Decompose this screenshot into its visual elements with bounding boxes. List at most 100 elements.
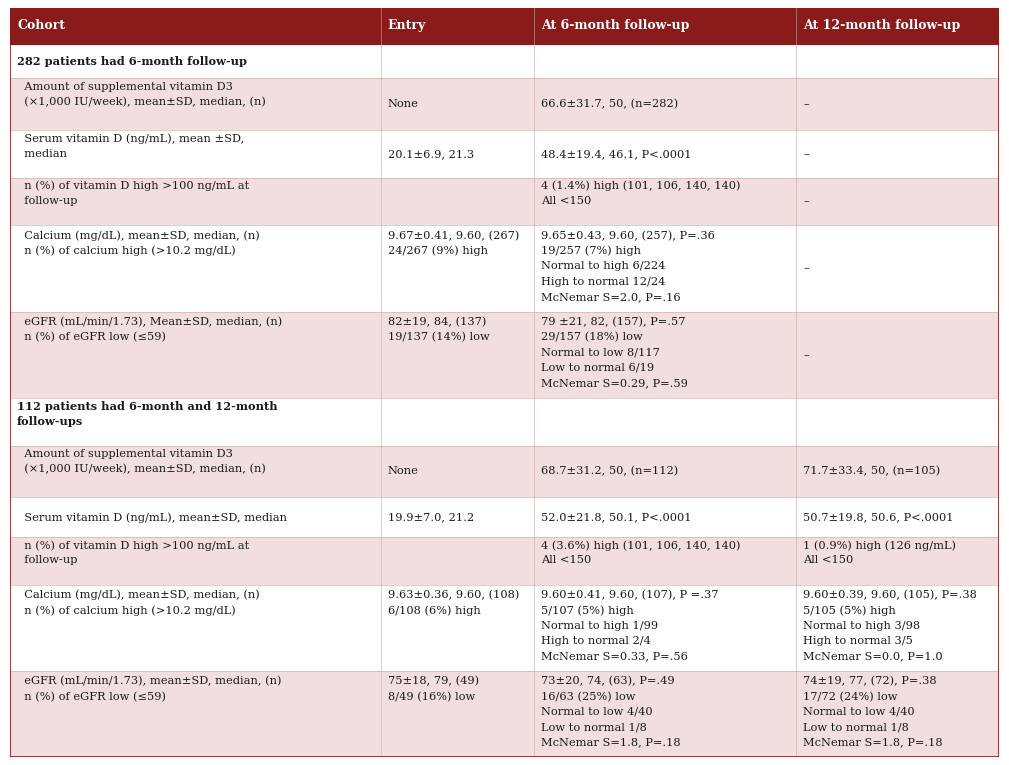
Text: follow-up: follow-up: [17, 196, 78, 206]
Text: None: None: [387, 99, 419, 109]
Text: Low to normal 6/19: Low to normal 6/19: [541, 363, 654, 373]
Bar: [10, 671, 999, 757]
Text: 50.7±19.8, 50.6, P<.0001: 50.7±19.8, 50.6, P<.0001: [803, 513, 954, 522]
Text: 75±18, 79, (49): 75±18, 79, (49): [387, 676, 479, 686]
Text: eGFR (mL/min/1.73), mean±SD, median, (n): eGFR (mL/min/1.73), mean±SD, median, (n): [17, 676, 282, 686]
Bar: [10, 130, 999, 177]
Text: Serum vitamin D (ng/mL), mean±SD, median: Serum vitamin D (ng/mL), mean±SD, median: [17, 512, 287, 522]
Text: follow-up: follow-up: [17, 555, 78, 565]
Text: 29/157 (18%) low: 29/157 (18%) low: [541, 332, 643, 343]
Text: All <150: All <150: [803, 555, 854, 565]
Bar: [10, 177, 999, 226]
Text: 17/72 (24%) low: 17/72 (24%) low: [803, 692, 898, 702]
Text: Normal to high 3/98: Normal to high 3/98: [803, 620, 920, 630]
Text: –: –: [803, 99, 809, 109]
Text: Normal to low 4/40: Normal to low 4/40: [541, 707, 653, 717]
Text: None: None: [387, 467, 419, 477]
Text: Amount of supplemental vitamin D3: Amount of supplemental vitamin D3: [17, 448, 233, 459]
Text: 4 (3.6%) high (101, 106, 140, 140): 4 (3.6%) high (101, 106, 140, 140): [541, 540, 741, 551]
Bar: [10, 226, 999, 311]
Text: McNemar S=0.0, P=1.0: McNemar S=0.0, P=1.0: [803, 651, 942, 661]
Bar: [10, 8, 380, 44]
Text: 9.65±0.43, 9.60, (257), P=.36: 9.65±0.43, 9.60, (257), P=.36: [541, 230, 715, 241]
Text: 9.60±0.39, 9.60, (105), P=.38: 9.60±0.39, 9.60, (105), P=.38: [803, 590, 977, 600]
Bar: [10, 79, 999, 130]
Text: 19/137 (14%) low: 19/137 (14%) low: [387, 332, 489, 343]
Text: 74±19, 77, (72), P=.38: 74±19, 77, (72), P=.38: [803, 676, 936, 686]
Text: 48.4±19.4, 46.1, P<.0001: 48.4±19.4, 46.1, P<.0001: [541, 149, 691, 159]
Text: Normal to high 1/99: Normal to high 1/99: [541, 620, 658, 630]
Text: 282 patients had 6-month follow-up: 282 patients had 6-month follow-up: [17, 56, 247, 67]
Text: n (%) of eGFR low (≤59): n (%) of eGFR low (≤59): [17, 332, 166, 343]
Text: 68.7±31.2, 50, (n=112): 68.7±31.2, 50, (n=112): [541, 467, 678, 477]
Text: 8/49 (16%) low: 8/49 (16%) low: [387, 692, 475, 702]
Text: n (%) of calcium high (>10.2 mg/dL): n (%) of calcium high (>10.2 mg/dL): [17, 605, 236, 616]
Bar: [796, 8, 999, 44]
Bar: [10, 44, 999, 79]
Text: Low to normal 1/8: Low to normal 1/8: [541, 722, 647, 732]
Bar: [534, 8, 796, 44]
Text: 79 ±21, 82, (157), P=.57: 79 ±21, 82, (157), P=.57: [541, 317, 685, 327]
Bar: [10, 445, 999, 497]
Text: (×1,000 IU/week), mean±SD, median, (n): (×1,000 IU/week), mean±SD, median, (n): [17, 97, 266, 107]
Text: High to normal 12/24: High to normal 12/24: [541, 277, 666, 287]
Bar: [10, 311, 999, 398]
Bar: [10, 398, 999, 445]
Text: Normal to high 6/224: Normal to high 6/224: [541, 261, 666, 272]
Bar: [10, 497, 999, 537]
Text: Low to normal 1/8: Low to normal 1/8: [803, 722, 909, 732]
Text: –: –: [803, 149, 809, 159]
Text: eGFR (mL/min/1.73), Mean±SD, median, (n): eGFR (mL/min/1.73), Mean±SD, median, (n): [17, 317, 283, 327]
Text: follow-ups: follow-ups: [17, 416, 84, 428]
Text: n (%) of calcium high (>10.2 mg/dL): n (%) of calcium high (>10.2 mg/dL): [17, 246, 236, 256]
Text: 82±19, 84, (137): 82±19, 84, (137): [387, 317, 486, 327]
Text: 24/267 (9%) high: 24/267 (9%) high: [387, 246, 487, 256]
Text: McNemar S=1.8, P=.18: McNemar S=1.8, P=.18: [541, 737, 681, 747]
Text: McNemar S=0.33, P=.56: McNemar S=0.33, P=.56: [541, 651, 688, 661]
Text: median: median: [17, 148, 67, 158]
Text: 9.67±0.41, 9.60, (267): 9.67±0.41, 9.60, (267): [387, 230, 520, 241]
Text: n (%) of eGFR low (≤59): n (%) of eGFR low (≤59): [17, 692, 166, 702]
Text: 112 patients had 6-month and 12-month: 112 patients had 6-month and 12-month: [17, 401, 277, 412]
Text: High to normal 3/5: High to normal 3/5: [803, 636, 913, 646]
Text: Normal to low 8/117: Normal to low 8/117: [541, 347, 660, 357]
Text: 16/63 (25%) low: 16/63 (25%) low: [541, 692, 636, 702]
Text: n (%) of vitamin D high >100 ng/mL at: n (%) of vitamin D high >100 ng/mL at: [17, 181, 249, 191]
Text: Normal to low 4/40: Normal to low 4/40: [803, 707, 915, 717]
Text: McNemar S=1.8, P=.18: McNemar S=1.8, P=.18: [803, 737, 942, 747]
Text: (×1,000 IU/week), mean±SD, median, (n): (×1,000 IU/week), mean±SD, median, (n): [17, 464, 266, 474]
Text: 66.6±31.7, 50, (n=282): 66.6±31.7, 50, (n=282): [541, 99, 678, 109]
Text: 5/107 (5%) high: 5/107 (5%) high: [541, 605, 634, 616]
Text: 6/108 (6%) high: 6/108 (6%) high: [387, 605, 480, 616]
Text: 73±20, 74, (63), P=.49: 73±20, 74, (63), P=.49: [541, 676, 675, 686]
Text: All <150: All <150: [541, 196, 591, 206]
Text: Serum vitamin D (ng/mL), mean ±SD,: Serum vitamin D (ng/mL), mean ±SD,: [17, 133, 244, 144]
Text: 9.63±0.36, 9.60, (108): 9.63±0.36, 9.60, (108): [387, 590, 520, 600]
Text: High to normal 2/4: High to normal 2/4: [541, 636, 651, 646]
Text: –: –: [803, 263, 809, 274]
Text: Calcium (mg/dL), mean±SD, median, (n): Calcium (mg/dL), mean±SD, median, (n): [17, 590, 259, 601]
Text: 19.9±7.0, 21.2: 19.9±7.0, 21.2: [387, 513, 474, 522]
Text: –: –: [803, 350, 809, 360]
Text: 19/257 (7%) high: 19/257 (7%) high: [541, 246, 641, 256]
Text: Cohort: Cohort: [17, 19, 65, 32]
Text: Entry: Entry: [387, 19, 426, 32]
Text: Amount of supplemental vitamin D3: Amount of supplemental vitamin D3: [17, 82, 233, 92]
Text: Calcium (mg/dL), mean±SD, median, (n): Calcium (mg/dL), mean±SD, median, (n): [17, 230, 259, 241]
Text: McNemar S=0.29, P=.59: McNemar S=0.29, P=.59: [541, 379, 688, 389]
Text: 9.60±0.41, 9.60, (107), P =.37: 9.60±0.41, 9.60, (107), P =.37: [541, 590, 718, 600]
Text: 5/105 (5%) high: 5/105 (5%) high: [803, 605, 896, 616]
Text: 4 (1.4%) high (101, 106, 140, 140): 4 (1.4%) high (101, 106, 140, 140): [541, 181, 741, 191]
Text: 52.0±21.8, 50.1, P<.0001: 52.0±21.8, 50.1, P<.0001: [541, 513, 691, 522]
Bar: [10, 537, 999, 584]
Text: At 12-month follow-up: At 12-month follow-up: [803, 19, 961, 32]
Bar: [380, 8, 534, 44]
Text: –: –: [803, 197, 809, 207]
Text: McNemar S=2.0, P=.16: McNemar S=2.0, P=.16: [541, 292, 681, 302]
Text: At 6-month follow-up: At 6-month follow-up: [541, 19, 689, 32]
Text: n (%) of vitamin D high >100 ng/mL at: n (%) of vitamin D high >100 ng/mL at: [17, 540, 249, 551]
Text: 1 (0.9%) high (126 ng/mL): 1 (0.9%) high (126 ng/mL): [803, 540, 957, 551]
Text: 71.7±33.4, 50, (n=105): 71.7±33.4, 50, (n=105): [803, 467, 940, 477]
Text: All <150: All <150: [541, 555, 591, 565]
Text: 20.1±6.9, 21.3: 20.1±6.9, 21.3: [387, 149, 474, 159]
